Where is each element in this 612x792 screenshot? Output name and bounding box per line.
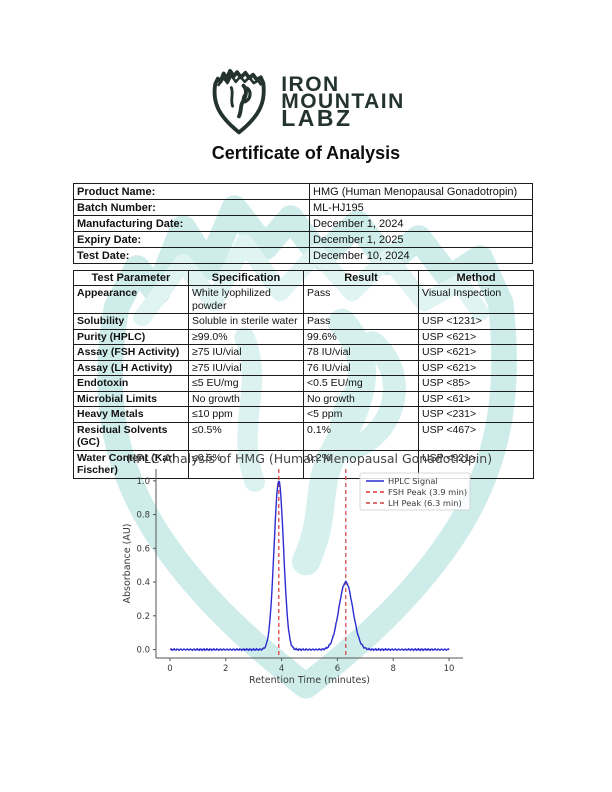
y-tick-label: 0.6 [136, 544, 150, 554]
product-info-label: Product Name: [73, 183, 310, 200]
brand-line-labz: LABZ [281, 104, 353, 131]
test-result-row: Assay (LH Activity) ≥75 IU/vial 76 IU/vial… [73, 359, 534, 376]
x-axis-label: Retention Time (minutes) [249, 675, 370, 686]
product-info-value: ML-HJ195 [309, 199, 533, 216]
test-result-row: Solubility Soluble in sterile water Pass US… [73, 313, 534, 330]
brand-line-mountain: MOUNTAIN [281, 89, 405, 113]
x-tick-label: 10 [444, 664, 455, 674]
test-result-row: Endotoxin ≤5 EU/mg <0.5 EU/mg USP <85> [73, 375, 534, 392]
product-info-label: Manufacturing Date: [73, 215, 310, 232]
test-parameter-cell: Microbial Limits [73, 390, 189, 407]
x-tick-label: 8 [391, 664, 396, 674]
legend-label: HPLC Signal [388, 476, 438, 486]
test-parameter-cell: Residual Solvents (GC) [73, 421, 189, 451]
test-result-row: Residual Solvents (GC) ≤0.5% 0.1% USP <467> [73, 421, 534, 451]
product-info-table: Product Name: HMG (Human Menopausal Gonad… [73, 183, 533, 264]
method-cell: USP <621> [418, 359, 534, 376]
x-tick-label: 6 [335, 664, 340, 674]
chart-title: HPLC Analysis of HMG (Human Menopausal G… [127, 451, 492, 466]
test-result-row: Purity (HPLC) ≥99.0% 99.6% USP <621> [73, 328, 534, 345]
specification-cell: Soluble in sterile water [188, 313, 304, 330]
specification-cell: ≤5 EU/mg [188, 375, 304, 392]
y-tick-label: 0.8 [136, 511, 150, 521]
test-result-row: Appearance White lyophilized powder Pass Vi… [73, 285, 534, 314]
y-tick-label: 0.2 [136, 612, 150, 622]
x-tick-label: 2 [223, 664, 228, 674]
hplc-chart: HPLC Analysis of HMG (Human Menopausal G… [0, 448, 612, 693]
product-info-row: Test Date: December 10, 2024 [73, 247, 533, 264]
method-cell: Visual Inspection [418, 285, 534, 314]
col-header-test-parameter: Test Parameter [73, 270, 189, 286]
test-parameter-cell: Purity (HPLC) [73, 328, 189, 345]
col-header-specification: Specification [188, 270, 304, 286]
result-cell: No growth [303, 390, 419, 407]
method-cell: USP <231> [418, 406, 534, 423]
result-cell: 0.1% [303, 421, 419, 451]
x-tick-label: 0 [167, 664, 172, 674]
header: IRON MOUNTAIN LABZ [0, 62, 612, 140]
test-parameter-cell: Assay (LH Activity) [73, 359, 189, 376]
x-tick-label: 4 [279, 664, 284, 674]
result-cell: 99.6% [303, 328, 419, 345]
product-info-label: Expiry Date: [73, 231, 310, 248]
legend-label: FSH Peak (3.9 min) [388, 487, 467, 497]
method-cell: USP <61> [418, 390, 534, 407]
product-info-row: Expiry Date: December 1, 2025 [73, 231, 533, 248]
method-cell: USP <85> [418, 375, 534, 392]
result-cell: Pass [303, 285, 419, 314]
test-parameter-cell: Endotoxin [73, 375, 189, 392]
product-info-row: Product Name: HMG (Human Menopausal Gonad… [73, 183, 533, 200]
document-title: Certificate of Analysis [211, 143, 401, 163]
result-cell: Pass [303, 313, 419, 330]
specification-cell: ≤0.5% [188, 421, 304, 451]
test-results-header-row: Test Parameter Specification Result Meth… [73, 270, 534, 286]
hplc-chart-svg: HPLC Analysis of HMG (Human Menopausal G… [122, 451, 492, 686]
method-cell: USP <621> [418, 328, 534, 345]
brand-wordmark: IRON MOUNTAIN LABZ [281, 72, 405, 131]
product-info-label: Batch Number: [73, 199, 310, 216]
method-cell: USP <1231> [418, 313, 534, 330]
test-parameter-cell: Assay (FSH Activity) [73, 344, 189, 361]
method-cell: USP <467> [418, 421, 534, 451]
product-info-value: December 10, 2024 [309, 247, 533, 264]
product-info-value: December 1, 2024 [309, 215, 533, 232]
test-parameter-cell: Solubility [73, 313, 189, 330]
col-header-method: Method [418, 270, 534, 286]
method-cell: USP <621> [418, 344, 534, 361]
test-parameter-cell: Heavy Metals [73, 406, 189, 423]
specification-cell: ≥99.0% [188, 328, 304, 345]
result-cell: 78 IU/vial [303, 344, 419, 361]
y-tick-label: 0.4 [136, 578, 150, 588]
specification-cell: ≥75 IU/vial [188, 344, 304, 361]
specification-cell: ≤10 ppm [188, 406, 304, 423]
y-axis-label: Absorbance (AU) [122, 523, 133, 603]
specification-cell: ≥75 IU/vial [188, 359, 304, 376]
product-info-row: Manufacturing Date: December 1, 2024 [73, 215, 533, 232]
test-result-row: Heavy Metals ≤10 ppm <5 ppm USP <231> [73, 406, 534, 423]
result-cell: <0.5 EU/mg [303, 375, 419, 392]
result-cell: <5 ppm [303, 406, 419, 423]
col-header-result: Result [303, 270, 419, 286]
specification-cell: No growth [188, 390, 304, 407]
specification-cell: White lyophilized powder [188, 285, 304, 314]
y-tick-label: 0.0 [136, 646, 150, 656]
product-info-value: December 1, 2025 [309, 231, 533, 248]
test-result-row: Assay (FSH Activity) ≥75 IU/vial 78 IU/via… [73, 344, 534, 361]
test-parameter-cell: Appearance [73, 285, 189, 314]
product-info-body: Product Name: HMG (Human Menopausal Gonad… [73, 183, 533, 264]
test-result-row: Microbial Limits No growth No growth USP <6… [73, 390, 534, 407]
y-tick-label: 1.0 [136, 477, 150, 487]
brand-line-iron: IRON [281, 72, 340, 96]
mountain-shield-logo-icon [212, 69, 266, 135]
product-info-label: Test Date: [73, 247, 310, 264]
product-info-row: Batch Number: ML-HJ195 [73, 199, 533, 216]
result-cell: 76 IU/vial [303, 359, 419, 376]
legend-label: LH Peak (6.3 min) [388, 498, 462, 508]
product-info-value: HMG (Human Menopausal Gonadotropin) [309, 183, 533, 200]
